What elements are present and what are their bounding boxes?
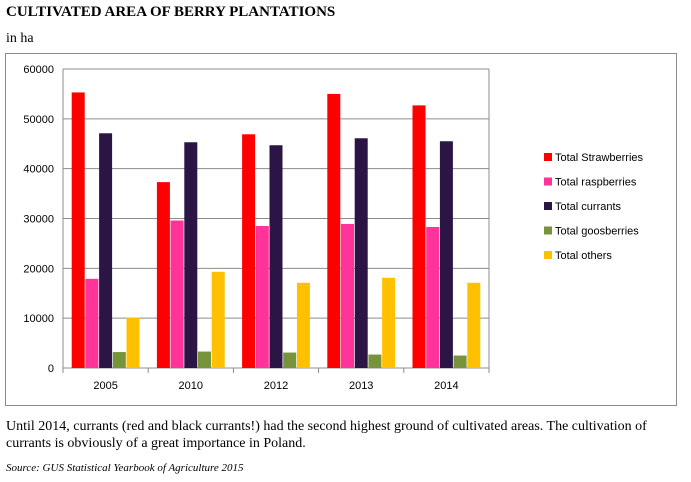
bar: [341, 223, 354, 368]
legend-swatch: [544, 251, 552, 259]
bar: [242, 134, 256, 368]
y-tick-label: 10000: [23, 313, 54, 325]
legend-swatch: [544, 177, 552, 186]
bar: [85, 278, 99, 368]
y-tick-label: 40000: [23, 164, 54, 176]
bar: [71, 92, 85, 368]
bar: [170, 220, 184, 368]
legend-swatch: [544, 202, 552, 210]
bar: [198, 351, 211, 368]
bar: [99, 133, 113, 368]
bar: [296, 282, 310, 368]
y-tick-label: 50000: [23, 114, 54, 126]
bar: [184, 142, 198, 368]
page-title: CULTIVATED AREA OF BERRY PLANTATIONS: [6, 4, 336, 20]
bar: [112, 352, 126, 368]
bar: [439, 141, 453, 368]
bar: [255, 225, 269, 368]
chart-frame: 0 10000 20000 30000 40000 50000 60000 2005 2010 2…: [5, 53, 677, 406]
bar: [382, 277, 396, 368]
y-tick-label: 20000: [23, 263, 54, 275]
y-tick-label: 60000: [23, 64, 54, 76]
bar: [156, 182, 170, 368]
bar: [126, 317, 140, 368]
x-tick-label: 2012: [264, 380, 288, 392]
x-tick-label: 2010: [179, 380, 203, 392]
bar: [426, 226, 440, 368]
bar: [453, 355, 467, 368]
bar: [211, 271, 225, 368]
y-tick-label: 30000: [23, 214, 54, 226]
legend-entry: Total Strawberries: [555, 152, 644, 164]
bar: [283, 352, 297, 368]
x-tick-label: 2014: [434, 380, 458, 392]
bar: [467, 282, 481, 368]
legend-swatch: [544, 153, 552, 161]
source-note: Source: GUS Statistical Yearbook of Agri…: [6, 462, 244, 474]
legend-entry: Total currants: [555, 201, 622, 213]
bar: [368, 354, 382, 368]
legend-swatch: [544, 226, 552, 235]
bar: [269, 145, 283, 368]
legend-entry: Total raspberries: [555, 177, 637, 189]
y-tick-label: 0: [48, 363, 54, 375]
bar-chart: 0 10000 20000 30000 40000 50000 60000 2005 2010 2…: [23, 64, 644, 392]
legend-entry: Total others: [555, 250, 612, 262]
bar: [412, 105, 426, 369]
x-tick-label: 2005: [93, 380, 117, 392]
x-tick-label: 2013: [349, 380, 373, 392]
bar: [354, 138, 368, 368]
legend-entry: Total goosberries: [555, 226, 639, 238]
bar: [327, 93, 341, 368]
unit-label: in ha: [6, 31, 34, 46]
caption-note: Until 2014, currants (red and black curr…: [6, 419, 647, 451]
